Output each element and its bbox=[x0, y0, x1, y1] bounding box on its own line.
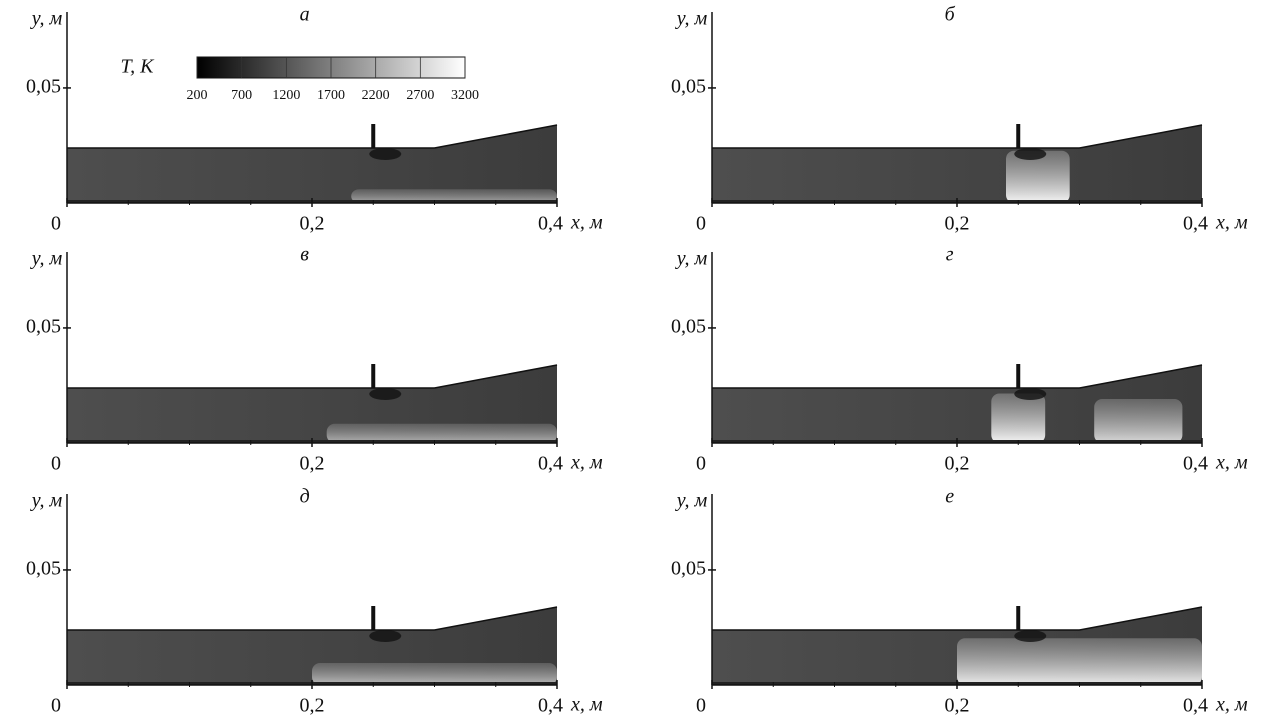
panel: 0 0,2 0,4 0,05 x, м y, м в bbox=[26, 244, 603, 475]
shock-region bbox=[1014, 630, 1047, 642]
x-tick-label: 0,2 bbox=[945, 453, 970, 475]
panel: 0 0,2 0,4 0,05 x, м y, м б bbox=[671, 4, 1248, 235]
x-axis-label: x, м bbox=[1215, 212, 1248, 234]
hot-region bbox=[1006, 150, 1070, 203]
x-tick-label: 0 bbox=[696, 213, 706, 235]
y-tick-label: 0,05 bbox=[671, 558, 706, 580]
x-tick-label: 0,2 bbox=[945, 695, 970, 717]
colorbar-tick-label: 2700 bbox=[406, 88, 434, 103]
injector bbox=[1016, 364, 1021, 388]
y-axis-label: y, м bbox=[675, 248, 708, 270]
x-tick-label: 0 bbox=[696, 453, 706, 475]
x-tick-label: 0,4 bbox=[538, 695, 563, 717]
colorbar-tick-label: 1700 bbox=[317, 88, 345, 103]
x-tick-label: 0,4 bbox=[1183, 695, 1208, 717]
shock-region bbox=[369, 148, 402, 160]
panel-title: г bbox=[946, 244, 954, 266]
x-axis-label: x, м bbox=[570, 452, 603, 474]
injector bbox=[371, 124, 376, 148]
x-tick-label: 0 bbox=[51, 213, 61, 235]
flow-field bbox=[67, 125, 557, 203]
x-axis-label: x, м bbox=[570, 694, 603, 716]
panel-title: е bbox=[945, 486, 954, 508]
y-axis-label: y, м bbox=[675, 490, 708, 512]
colorbar-tick-label: 200 bbox=[187, 88, 208, 103]
shock-region bbox=[369, 388, 402, 400]
panel-title: д bbox=[300, 486, 310, 508]
x-axis-label: x, м bbox=[1215, 452, 1248, 474]
colorbar-tick-label: 2200 bbox=[362, 88, 390, 103]
x-tick-label: 0,4 bbox=[1183, 453, 1208, 475]
y-tick-label: 0,05 bbox=[26, 558, 61, 580]
flow-field bbox=[712, 365, 1202, 443]
panel-title: а bbox=[300, 4, 310, 26]
shock-region bbox=[1014, 388, 1047, 400]
x-tick-label: 0,2 bbox=[300, 213, 325, 235]
injector bbox=[1016, 124, 1021, 148]
flow-field bbox=[712, 125, 1202, 203]
y-axis-label: y, м bbox=[30, 490, 63, 512]
wall bbox=[1079, 364, 1203, 389]
hot-region bbox=[991, 393, 1046, 443]
wall bbox=[1079, 606, 1203, 631]
y-tick-label: 0,05 bbox=[671, 76, 706, 98]
x-tick-label: 0,4 bbox=[538, 453, 563, 475]
injector bbox=[1016, 606, 1021, 630]
colorbar-tick-label: 3200 bbox=[451, 88, 479, 103]
injector bbox=[371, 606, 376, 630]
shock-region bbox=[369, 630, 402, 642]
panel: 0 0,2 0,4 0,05 x, м y, м г bbox=[671, 244, 1248, 475]
x-tick-label: 0,2 bbox=[945, 213, 970, 235]
flow-field bbox=[67, 365, 557, 443]
x-tick-label: 0,2 bbox=[300, 695, 325, 717]
injector bbox=[371, 364, 376, 388]
panel: 0 0,2 0,4 0,05 x, м y, м д bbox=[26, 486, 603, 717]
wall bbox=[1079, 124, 1203, 149]
x-tick-label: 0,4 bbox=[1183, 213, 1208, 235]
x-tick-label: 0,2 bbox=[300, 453, 325, 475]
x-tick-label: 0 bbox=[51, 695, 61, 717]
x-axis-label: x, м bbox=[570, 212, 603, 234]
wall bbox=[434, 364, 558, 389]
y-tick-label: 0,05 bbox=[26, 76, 61, 98]
hot-region bbox=[326, 423, 557, 443]
y-axis-label: y, м bbox=[675, 8, 708, 30]
panel-title: б bbox=[945, 4, 956, 26]
x-tick-label: 0 bbox=[696, 695, 706, 717]
colorbar-tick-label: 700 bbox=[231, 88, 252, 103]
y-tick-label: 0,05 bbox=[671, 316, 706, 338]
wall bbox=[434, 124, 558, 149]
panel-title: в bbox=[300, 244, 309, 266]
panel: 0 0,2 0,4 0,05 x, м y, м а 200 700 1200 1700 2200 27… bbox=[26, 4, 603, 235]
wall bbox=[434, 606, 558, 631]
colorbar-label: T, K bbox=[121, 56, 156, 78]
hot-region bbox=[1094, 399, 1183, 443]
hot-region bbox=[957, 638, 1202, 685]
x-tick-label: 0,4 bbox=[538, 213, 563, 235]
hot-region bbox=[312, 663, 557, 685]
x-axis-label: x, м bbox=[1215, 694, 1248, 716]
hot-region bbox=[351, 189, 557, 203]
colorbar-tick-label: 1200 bbox=[272, 88, 300, 103]
panel: 0 0,2 0,4 0,05 x, м y, м е bbox=[671, 486, 1248, 717]
x-tick-label: 0 bbox=[51, 453, 61, 475]
shock-region bbox=[1014, 148, 1047, 160]
y-axis-label: y, м bbox=[30, 248, 63, 270]
y-tick-label: 0,05 bbox=[26, 316, 61, 338]
y-axis-label: y, м bbox=[30, 8, 63, 30]
